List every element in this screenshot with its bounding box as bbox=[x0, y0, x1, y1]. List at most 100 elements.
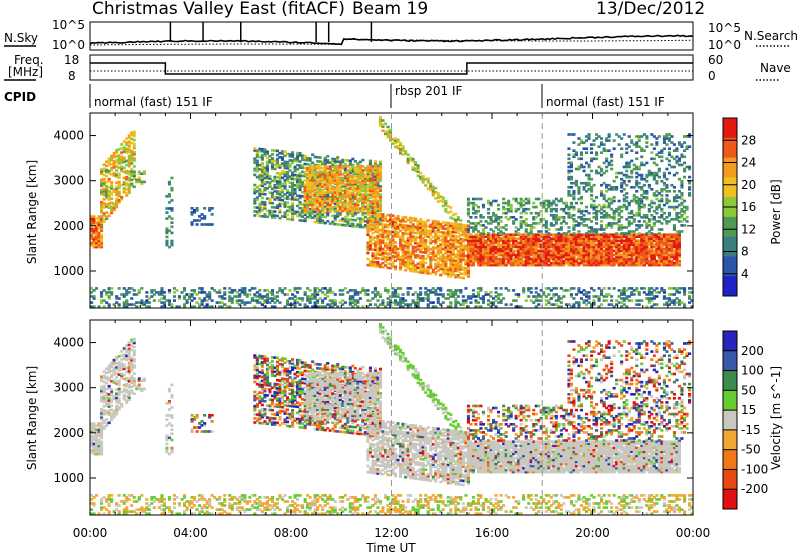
power-cell bbox=[351, 205, 355, 209]
power-cell bbox=[610, 233, 614, 236]
power-cell bbox=[190, 221, 194, 224]
power-cell bbox=[605, 241, 609, 245]
power-cell bbox=[323, 165, 327, 168]
power-cell bbox=[635, 143, 639, 146]
power-cell bbox=[434, 191, 438, 194]
power-cell bbox=[632, 194, 636, 197]
power-cell bbox=[645, 249, 649, 253]
cpid-segment-1: normal (fast) 151 IF bbox=[94, 95, 213, 109]
power-cell bbox=[107, 171, 111, 175]
power-cell bbox=[338, 209, 342, 213]
power-cell bbox=[255, 206, 259, 209]
power-cell bbox=[494, 245, 498, 249]
power-cell bbox=[105, 205, 109, 208]
power-cell bbox=[489, 201, 493, 205]
power-cell bbox=[597, 255, 601, 259]
power-cell bbox=[466, 197, 470, 201]
power-cell bbox=[685, 205, 689, 209]
power-cell bbox=[471, 249, 475, 253]
power-cell bbox=[497, 228, 501, 231]
power-cell bbox=[585, 253, 589, 257]
power-cell bbox=[667, 245, 671, 249]
power-cell bbox=[424, 235, 428, 238]
power-cell bbox=[341, 205, 345, 209]
power-cell bbox=[301, 211, 305, 214]
power-cell bbox=[421, 222, 425, 226]
power-cell bbox=[622, 263, 626, 267]
power-cell bbox=[288, 197, 292, 201]
power-cell bbox=[579, 261, 583, 265]
power-cell bbox=[484, 245, 488, 249]
power-cell bbox=[605, 259, 609, 263]
power-cell bbox=[376, 214, 380, 217]
power-cell bbox=[559, 237, 563, 240]
power-cell bbox=[454, 255, 458, 258]
power-cell bbox=[137, 176, 141, 180]
power-cell bbox=[361, 225, 365, 229]
power-cell bbox=[306, 205, 310, 209]
power-cell bbox=[132, 185, 136, 189]
power-cell bbox=[409, 251, 413, 254]
power-cell bbox=[466, 226, 470, 230]
power-cell bbox=[456, 259, 460, 263]
power-cell bbox=[612, 261, 616, 265]
power-cell bbox=[127, 142, 131, 146]
power-cell bbox=[557, 228, 561, 231]
power-cell bbox=[419, 175, 423, 179]
power-cell bbox=[406, 259, 410, 262]
power-cell bbox=[647, 233, 651, 236]
power-cell bbox=[542, 241, 546, 245]
power-cell bbox=[399, 268, 403, 271]
power-cell bbox=[444, 264, 448, 267]
power-cell bbox=[92, 239, 96, 243]
power-cell bbox=[358, 225, 362, 229]
power-cell bbox=[597, 209, 601, 213]
power-cell bbox=[378, 122, 382, 125]
power-cell bbox=[667, 247, 671, 251]
power-cell bbox=[567, 237, 571, 240]
power-cell bbox=[115, 197, 119, 201]
power-cell bbox=[632, 243, 636, 247]
power-cell bbox=[569, 163, 573, 167]
power-cell bbox=[363, 185, 367, 188]
power-cell bbox=[283, 203, 287, 206]
power-cell bbox=[502, 211, 506, 215]
power-cell bbox=[607, 205, 611, 209]
power-cell bbox=[316, 173, 320, 176]
power-cell bbox=[497, 224, 501, 227]
power-cell bbox=[381, 251, 385, 255]
power-cell bbox=[318, 194, 322, 198]
power-cell bbox=[640, 239, 644, 243]
power-cell bbox=[318, 187, 322, 190]
power-cell bbox=[444, 272, 448, 275]
power-cell bbox=[353, 195, 357, 199]
power-cell bbox=[600, 211, 604, 215]
power-cell bbox=[564, 232, 568, 235]
power-cell bbox=[655, 261, 659, 265]
power-cell bbox=[308, 212, 312, 215]
power-cell bbox=[615, 232, 619, 235]
power-cell bbox=[622, 243, 626, 247]
power-cell bbox=[456, 227, 460, 230]
power-cell bbox=[348, 175, 352, 178]
power-cell bbox=[328, 165, 332, 168]
power-cell bbox=[637, 167, 641, 171]
power-cell bbox=[396, 215, 400, 218]
power-cell bbox=[595, 216, 599, 219]
power-cell bbox=[95, 229, 99, 233]
power-cell bbox=[368, 187, 372, 190]
power-cell bbox=[142, 180, 146, 184]
power-cell bbox=[429, 247, 433, 251]
power-cell bbox=[446, 223, 450, 227]
power-cell bbox=[519, 205, 523, 209]
power-cell bbox=[95, 245, 99, 249]
power-cell bbox=[637, 241, 641, 245]
power-cell bbox=[607, 253, 611, 257]
power-cell bbox=[499, 232, 503, 235]
power-cell bbox=[587, 251, 591, 255]
power-cell bbox=[572, 235, 576, 238]
power-cell bbox=[434, 273, 438, 276]
power-cell bbox=[258, 174, 262, 177]
power-cell bbox=[406, 251, 410, 254]
power-cell bbox=[592, 157, 596, 161]
